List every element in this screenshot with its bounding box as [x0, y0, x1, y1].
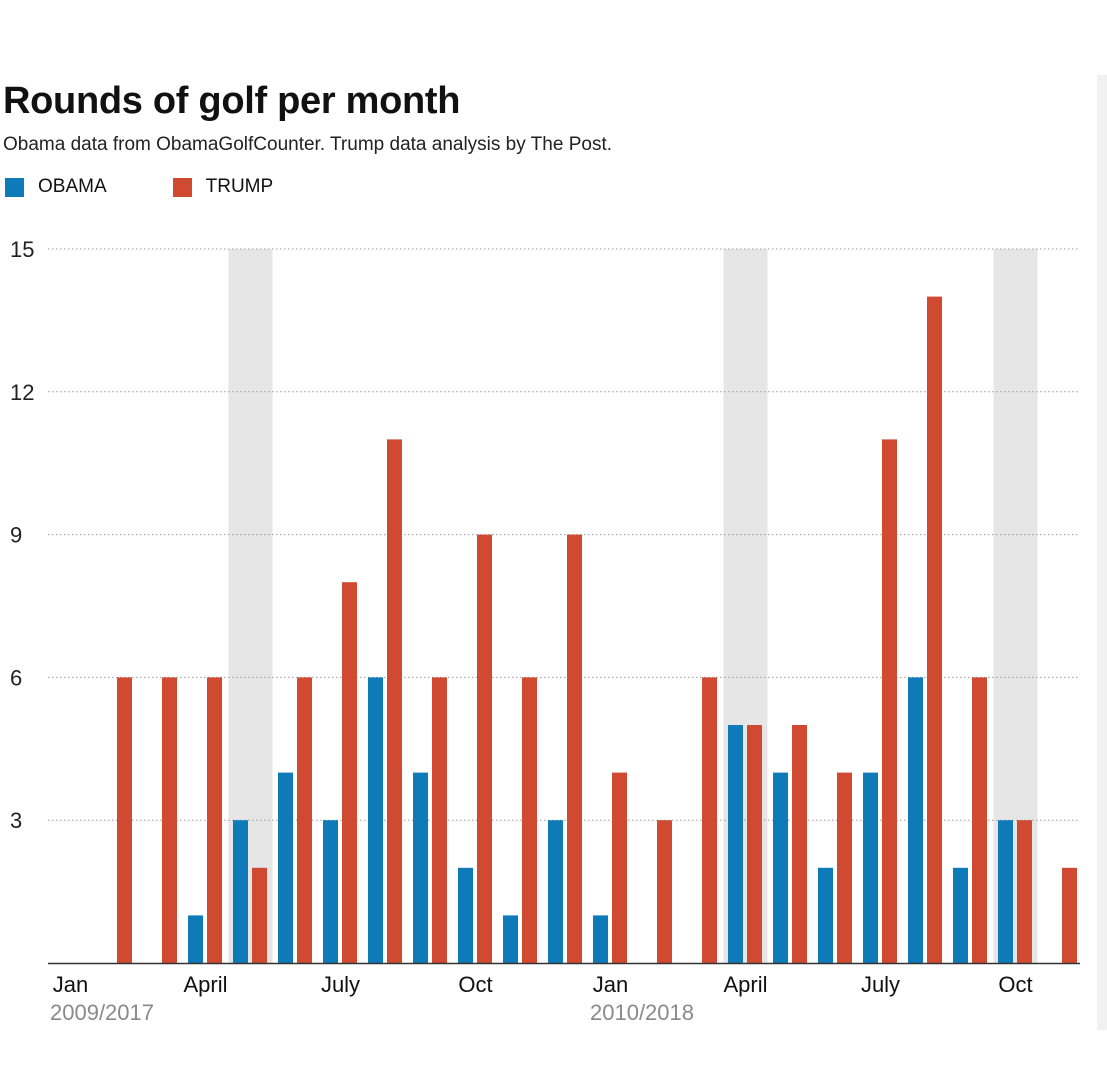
x-tick-label: July	[321, 972, 360, 997]
y-tick-label: 9	[10, 523, 22, 548]
bar-obama	[503, 915, 518, 963]
x-tick-label: July	[861, 972, 900, 997]
legend-label-trump: TRUMP	[205, 176, 274, 197]
bar-trump	[1062, 867, 1077, 963]
legend-label-obama: OBAMA	[38, 176, 107, 197]
side-scrollbar-strip	[1097, 75, 1107, 1030]
bar-trump	[972, 677, 987, 963]
legend-swatch-obama	[5, 177, 24, 197]
bar-obama	[998, 820, 1013, 963]
x-year-label: 2010/2018	[590, 1000, 694, 1025]
x-tick-label: Oct	[458, 972, 492, 997]
bar-trump	[387, 439, 402, 963]
gridlines	[48, 248, 1080, 821]
bar-obama	[908, 677, 923, 963]
bar-trump	[792, 725, 807, 963]
bar-obama	[458, 867, 473, 963]
bar-obama	[323, 820, 338, 963]
x-tick-label: Jan	[593, 972, 628, 997]
bar-obama	[593, 915, 608, 963]
bar-trump	[432, 677, 447, 963]
bar-trump	[297, 677, 312, 963]
x-axis-ticks: Jan April July Oct Jan April July Oct 2009/2017 2…	[50, 972, 1033, 1025]
bar-trump	[477, 534, 492, 963]
bar-trump	[207, 677, 222, 963]
legend-item-obama: OBAMA	[5, 176, 107, 198]
bar-obama	[413, 772, 428, 963]
legend: OBAMA TRUMP	[5, 176, 339, 198]
chart-subtitle: Obama data from ObamaGolfCounter. Trump …	[3, 134, 613, 155]
bar-trump	[702, 677, 717, 963]
bar-trump	[657, 820, 672, 963]
bar-obama	[233, 820, 248, 963]
bar-trump	[612, 772, 627, 963]
y-tick-label: 3	[10, 808, 22, 833]
bar-trump	[252, 867, 267, 963]
bar-obama	[278, 772, 293, 963]
bar-obama	[368, 677, 383, 963]
x-tick-label: April	[723, 972, 767, 997]
bar-obama	[728, 725, 743, 963]
bar-trump	[522, 677, 537, 963]
y-tick-label: 15	[10, 237, 34, 262]
bar-trump	[882, 439, 897, 963]
x-year-label: 2009/2017	[50, 1000, 154, 1025]
y-axis-ticks: 3 6 9 12 15	[10, 237, 34, 833]
legend-item-trump: TRUMP	[172, 176, 274, 198]
bar-obama	[188, 915, 203, 963]
bar-obama	[548, 820, 563, 963]
bar-trump	[747, 725, 762, 963]
bar-obama	[863, 772, 878, 963]
bar-trump	[567, 534, 582, 963]
bar-obama	[818, 867, 833, 963]
bar-trump	[117, 677, 132, 963]
chart-title: Rounds of golf per month	[3, 80, 461, 122]
bar-trump	[1017, 820, 1032, 963]
x-tick-label: April	[183, 972, 227, 997]
legend-swatch-trump	[172, 177, 192, 197]
bar-trump	[342, 582, 357, 963]
y-tick-label: 6	[10, 665, 22, 690]
bar-trump	[927, 296, 942, 964]
bars	[117, 296, 1077, 964]
x-tick-label: Oct	[998, 972, 1032, 997]
y-tick-label: 12	[10, 380, 34, 405]
bar-trump	[162, 677, 177, 963]
bar-obama	[773, 772, 788, 963]
bar-obama	[953, 867, 968, 963]
x-tick-label: Jan	[53, 972, 88, 997]
bar-trump	[837, 772, 852, 963]
